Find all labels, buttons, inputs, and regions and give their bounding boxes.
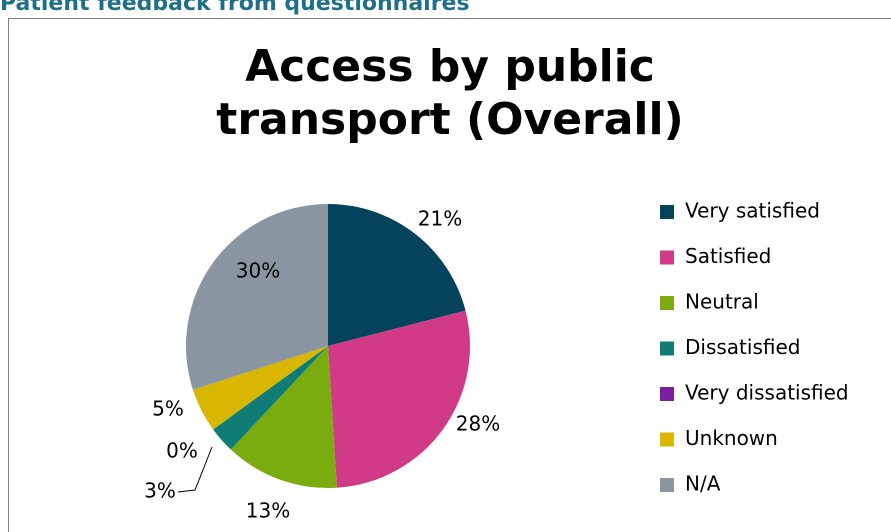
pie-slice xyxy=(192,346,328,430)
pie-slice xyxy=(230,346,337,488)
legend-swatch xyxy=(660,478,674,492)
chart-frame xyxy=(8,18,891,532)
legend-label: Satisfied xyxy=(685,244,771,268)
data-label: 21% xyxy=(418,207,462,231)
legend-swatch xyxy=(660,432,674,447)
legend-label: Neutral xyxy=(685,290,759,314)
legend-swatch xyxy=(660,205,674,219)
data-label: 0% xyxy=(166,439,198,463)
leader-line xyxy=(177,446,213,493)
data-label: 13% xyxy=(246,499,290,523)
legend-swatch xyxy=(660,341,674,356)
legend-swatch xyxy=(660,387,674,401)
pie-slice xyxy=(328,310,470,488)
data-label: 28% xyxy=(456,412,500,436)
legend-label: Very satisfied xyxy=(685,199,820,223)
data-label: 3% xyxy=(144,479,176,503)
chart-title: Access by public transport (Overall) xyxy=(216,41,684,145)
pie-slice xyxy=(213,346,328,450)
pie-slice xyxy=(186,204,328,390)
page-header: Patient feedback from questionnaires xyxy=(0,0,470,16)
data-label: 5% xyxy=(152,397,184,421)
legend-label: N/A xyxy=(685,472,721,496)
legend-label: Dissatisfied xyxy=(685,335,800,359)
legend-label: Very dissatisfied xyxy=(685,381,849,405)
pie-slice xyxy=(328,204,466,346)
legend-swatch xyxy=(660,296,674,310)
data-label: 30% xyxy=(236,259,280,283)
legend-swatch xyxy=(660,250,674,265)
legend-label: Unknown xyxy=(685,426,778,450)
